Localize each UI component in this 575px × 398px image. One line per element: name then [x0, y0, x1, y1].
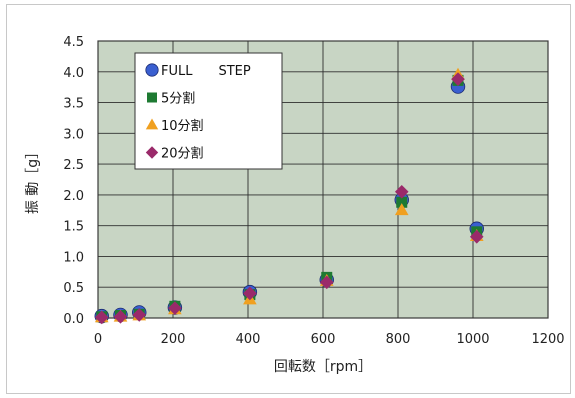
x-tick-label: 200: [161, 332, 186, 347]
y-tick-label: 4.5: [63, 35, 84, 50]
scatter-chart: 0.0 0.5 1.0 1.5 2.0 2.5 3.0 3.5 4.0 4.5 0 200 400 600…: [25, 35, 565, 375]
data-point-diamond: [394, 184, 409, 199]
x-axis-title: 回転数［rpm］: [274, 359, 372, 375]
x-tick-label: 1200: [531, 332, 564, 347]
y-tick-label: 4.0: [63, 66, 84, 81]
chart-frame: 0.0 0.5 1.0 1.5 2.0 2.5 3.0 3.5 4.0 4.5 0 200 400 600…: [6, 4, 571, 394]
legend-label: 20分割: [161, 146, 204, 162]
data-point-diamond: [113, 309, 128, 324]
legend-marker-square: [147, 92, 157, 103]
y-tick-label: 3.0: [63, 127, 84, 142]
y-tick-label: 1.0: [63, 250, 84, 265]
data-point-diamond: [168, 301, 182, 315]
data-point-square: [396, 196, 408, 208]
data-point-diamond: [451, 72, 465, 86]
x-tick-label: 400: [236, 332, 261, 347]
legend-label: 5分割: [161, 91, 195, 107]
data-point-diamond: [132, 308, 147, 322]
data-point-triangle: [394, 203, 409, 216]
data-point-diamond: [94, 310, 109, 325]
x-tick-label: 600: [311, 332, 336, 347]
x-tick-label: 800: [386, 332, 411, 347]
data-point-diamond: [469, 229, 484, 244]
legend-marker-triangle: [145, 118, 159, 130]
y-tick-label: 2.0: [63, 189, 84, 204]
data-point-diamond: [243, 286, 257, 301]
legend-marker-diamond: [145, 146, 159, 159]
y-tick-label: 0.5: [63, 281, 84, 296]
y-tick-label: 0.0: [63, 312, 84, 327]
y-tick-label: 2.5: [63, 158, 84, 173]
legend-marker-circle: [145, 63, 159, 77]
x-tick-label: 1000: [456, 332, 489, 347]
y-tick-label: 3.5: [63, 97, 84, 112]
x-tick-label: 0: [94, 332, 102, 347]
y-tick-label: 1.5: [63, 220, 84, 235]
y-axis-title: 振 動［g］: [25, 145, 41, 214]
legend-label: 10分割: [161, 118, 204, 134]
data-point-diamond: [319, 275, 334, 290]
legend-box: [134, 52, 283, 170]
legend-label: FULL STEP: [161, 64, 251, 79]
